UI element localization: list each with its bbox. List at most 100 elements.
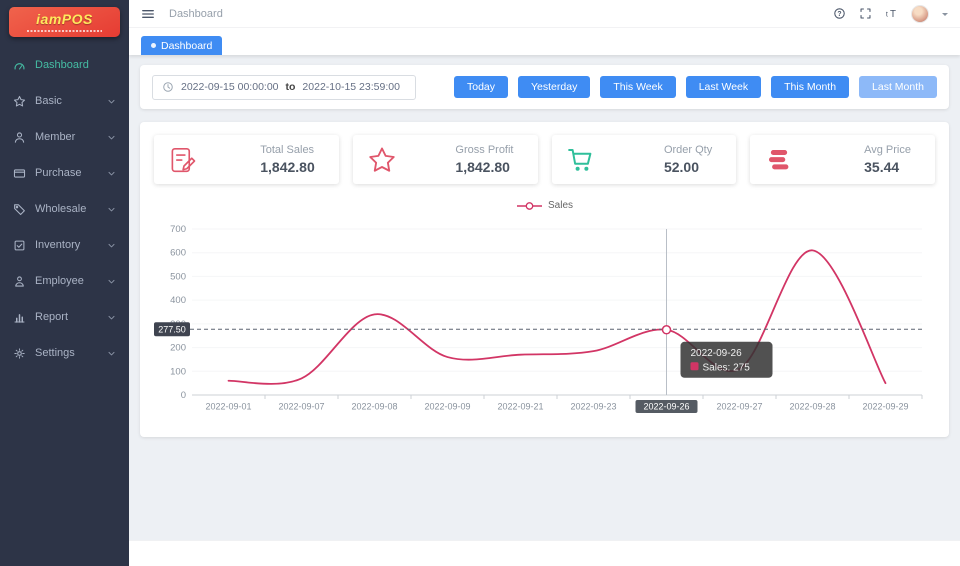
- svg-text:2022-09-28: 2022-09-28: [789, 402, 835, 412]
- chevron-down-icon: [107, 349, 116, 358]
- sidebar-item-basic[interactable]: Basic: [0, 83, 129, 119]
- sidebar-item-dashboard[interactable]: Dashboard: [0, 47, 129, 83]
- stats-row: Total Sales 1,842.80 Gross Profit 1,842.80 O…: [154, 135, 935, 184]
- range-button-today[interactable]: Today: [453, 76, 509, 98]
- range-button-this-week[interactable]: This Week: [600, 76, 676, 98]
- stat-body: Order Qty 52.00: [664, 144, 712, 175]
- svg-text:2022-09-01: 2022-09-01: [205, 402, 251, 412]
- date-range-input[interactable]: 2022-09-15 00:00:00 to 2022-10-15 23:59:…: [152, 74, 416, 100]
- gear-icon: [13, 347, 26, 360]
- tag-icon: [13, 203, 26, 216]
- chevron-down-icon: [107, 205, 116, 214]
- svg-text:277.50: 277.50: [158, 325, 186, 335]
- tab-dashboard[interactable]: Dashboard: [141, 36, 223, 55]
- bar-chart-icon: [13, 311, 26, 324]
- date-from-value[interactable]: 2022-09-15 00:00:00: [181, 81, 279, 93]
- stat-label: Gross Profit: [455, 144, 514, 156]
- tab-label: Dashboard: [161, 39, 213, 52]
- stat-body: Gross Profit 1,842.80: [455, 144, 513, 175]
- stat-card-gross-profit: Gross Profit 1,842.80: [352, 135, 538, 184]
- svg-text:100: 100: [170, 366, 186, 377]
- date-to-value[interactable]: 2022-10-15 23:59:00: [302, 81, 400, 93]
- chevron-down-icon: [107, 277, 116, 286]
- date-separator: to: [285, 81, 296, 93]
- star-icon: [13, 95, 26, 108]
- chart-legend[interactable]: Sales: [154, 200, 935, 211]
- help-icon[interactable]: ?: [833, 7, 846, 20]
- sidebar-item-report[interactable]: Report: [0, 299, 129, 335]
- footer: [129, 540, 960, 566]
- sidebar-item-label: Dashboard: [35, 59, 89, 71]
- stat-body: Avg Price 35.44: [864, 144, 911, 175]
- range-button-last-week[interactable]: Last Week: [685, 76, 762, 98]
- cart-icon: [566, 145, 596, 175]
- range-button-this-month[interactable]: This Month: [771, 76, 850, 98]
- svg-text:2022-09-23: 2022-09-23: [570, 402, 616, 412]
- svg-text:?: ?: [837, 11, 841, 18]
- sidebar-item-member[interactable]: Member: [0, 119, 129, 155]
- stat-value: 1,842.80: [260, 159, 315, 175]
- app-logo[interactable]: iamPOS: [9, 7, 120, 37]
- svg-text:2022-09-26: 2022-09-26: [643, 402, 689, 412]
- svg-text:2022-09-07: 2022-09-07: [278, 402, 324, 412]
- layers-icon: [764, 145, 794, 175]
- stat-card-total-sales: Total Sales 1,842.80: [154, 135, 339, 184]
- fullscreen-icon[interactable]: [859, 7, 872, 20]
- sidebar-item-purchase[interactable]: Purchase: [0, 155, 129, 191]
- hamburger-icon[interactable]: [141, 7, 155, 21]
- svg-text:700: 700: [170, 224, 186, 235]
- dashboard-icon: [13, 59, 26, 72]
- range-button-last-month[interactable]: Last Month: [859, 76, 937, 98]
- clipboard-icon: [13, 239, 26, 252]
- stat-value: 1,842.80: [455, 159, 510, 175]
- breadcrumb: Dashboard: [169, 7, 223, 20]
- svg-text:2022-09-21: 2022-09-21: [497, 402, 543, 412]
- chevron-down-icon: [107, 169, 116, 178]
- tab-dot-icon: [151, 43, 156, 48]
- sidebar: iamPOS Dashboard Basic Member Purchase Whole…: [0, 0, 129, 566]
- sidebar-item-label: Report: [35, 311, 69, 323]
- svg-text:2022-09-29: 2022-09-29: [862, 402, 908, 412]
- svg-text:t: t: [886, 9, 888, 18]
- svg-text:400: 400: [170, 295, 186, 306]
- sidebar-item-inventory[interactable]: Inventory: [0, 227, 129, 263]
- sidebar-item-wholesale[interactable]: Wholesale: [0, 191, 129, 227]
- svg-text:Sales: 275: Sales: 275: [703, 362, 751, 373]
- edit-document-icon: [168, 145, 198, 175]
- content-area: 2022-09-15 00:00:00 to 2022-10-15 23:59:…: [129, 55, 960, 540]
- sales-line-chart[interactable]: 01002003004005006007002022-09-012022-09-…: [154, 213, 933, 431]
- user-icon: [13, 131, 26, 144]
- sidebar-item-settings[interactable]: Settings: [0, 335, 129, 371]
- filter-card: 2022-09-15 00:00:00 to 2022-10-15 23:59:…: [140, 65, 949, 109]
- logo-text: iamPOS: [36, 11, 93, 27]
- chevron-down-icon: [107, 313, 116, 322]
- range-button-yesterday[interactable]: Yesterday: [518, 76, 591, 98]
- sidebar-item-label: Member: [35, 131, 76, 143]
- stat-label: Order Qty: [663, 144, 713, 156]
- sidebar-item-label: Wholesale: [35, 203, 87, 215]
- user-avatar[interactable]: [911, 4, 929, 23]
- stat-value: 35.44: [864, 159, 900, 175]
- stat-card-order-qty: Order Qty 52.00: [551, 135, 737, 184]
- svg-text:200: 200: [170, 343, 186, 354]
- chevron-down-icon: [107, 241, 116, 250]
- sidebar-item-label: Settings: [35, 347, 75, 359]
- star-outline-icon: [367, 145, 397, 175]
- dashboard-card: Total Sales 1,842.80 Gross Profit 1,842.80 O…: [140, 122, 949, 437]
- sidebar-item-label: Inventory: [35, 239, 81, 251]
- caret-down-icon[interactable]: [942, 12, 948, 19]
- person-icon: [13, 275, 26, 288]
- sidebar-item-employee[interactable]: Employee: [0, 263, 129, 299]
- svg-text:500: 500: [170, 271, 186, 282]
- sales-chart-wrap: Sales 01002003004005006007002022-09-0120…: [154, 200, 935, 431]
- chevron-down-icon: [107, 97, 116, 106]
- svg-text:2022-09-08: 2022-09-08: [351, 402, 397, 412]
- stat-label: Total Sales: [260, 144, 315, 156]
- clock-icon: [162, 81, 174, 93]
- tab-bar: Dashboard: [129, 28, 960, 55]
